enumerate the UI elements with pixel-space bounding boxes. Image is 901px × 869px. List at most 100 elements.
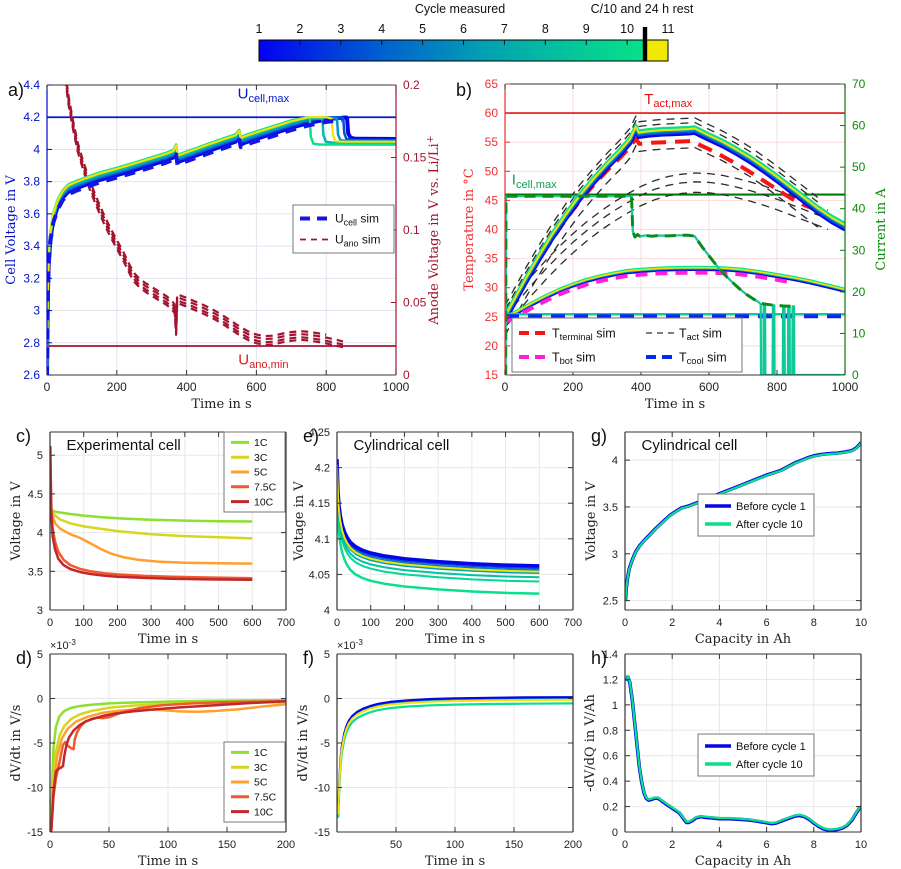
x-tick-label: 0 xyxy=(622,839,628,851)
x-tick-label: 200 xyxy=(395,617,413,629)
plot-area xyxy=(337,696,573,818)
axes-ticks: 0 2 4 6 8 10 0 0.2 0.4 0.6 0.8 1 1.2 1.4 xyxy=(603,649,867,851)
x-tick-label: 10 xyxy=(855,617,867,629)
e-cycle-10 xyxy=(337,486,540,595)
y2-tick-label: 30 xyxy=(852,243,866,257)
legend: Tterminal sim Tact sim Tbot sim Tcool sim xyxy=(511,317,743,373)
y2-tick-label: 60 xyxy=(852,119,866,133)
y-tick-label: 1.4 xyxy=(603,649,618,661)
panel-label-b: b) xyxy=(456,80,473,100)
grid xyxy=(337,654,573,832)
y-tick-label: 4.15 xyxy=(309,498,330,510)
y-tick-label: -10 xyxy=(27,783,43,795)
rate-5c xyxy=(50,486,253,565)
x-tick-label: 500 xyxy=(496,617,514,629)
colorbar: 1 2 3 4 5 6 7 8 9 10 11 Cycle measured C/10 and 24 h… xyxy=(256,2,694,62)
panel-c-title: Experimental cell xyxy=(67,437,181,454)
y2-tick-label: 0.05 xyxy=(403,296,427,310)
x-tick-label: 400 xyxy=(176,617,194,629)
colorbar-tick-label: 10 xyxy=(620,22,634,36)
rate-3c xyxy=(50,499,253,540)
x-tick-label: 700 xyxy=(277,617,295,629)
axes-ticks: 0 100 200 300 400 500 600 700 4 4.05 4.1 4.15 4.2 4.2… xyxy=(309,427,583,629)
y-tick-label: 0.6 xyxy=(603,751,618,763)
y-tick-label: 4 xyxy=(612,455,618,467)
t-bot-sim xyxy=(505,270,795,325)
y-tick-label: 4.4 xyxy=(23,78,40,92)
y-tick-label: 3.2 xyxy=(23,271,40,285)
rate-1c xyxy=(50,507,253,523)
y-tick-label: 0.8 xyxy=(603,725,618,737)
x-tick-label: 1000 xyxy=(832,380,859,394)
x-tick-label: 500 xyxy=(209,617,227,629)
y-tick-label: 2.5 xyxy=(603,596,618,608)
x-tick-label: 200 xyxy=(564,839,582,851)
y-tick-label: 2.6 xyxy=(23,368,40,382)
t-act-sim-1 xyxy=(505,115,819,307)
y-tick-label: 35 xyxy=(485,252,499,266)
legend-label: 7.5C xyxy=(254,481,277,493)
panel-label-a: a) xyxy=(8,80,25,100)
panel-label-e: e) xyxy=(303,426,320,446)
x-axis-label: Time in s xyxy=(191,397,251,412)
t-terminal-sim xyxy=(505,136,829,318)
rest-label: C/10 and 24 h rest xyxy=(591,2,694,16)
dvdt-1c xyxy=(50,698,286,832)
x-axis-label: Time in s xyxy=(138,632,198,647)
y-tick-label: 4.2 xyxy=(23,110,40,124)
colorbar-title: Cycle measured xyxy=(415,2,505,16)
plot-area xyxy=(50,445,253,582)
y-tick-label: 5 xyxy=(37,450,43,462)
y-tick-label: 3 xyxy=(33,304,40,318)
y-tick-label: 15 xyxy=(485,368,499,382)
y-tick-label: -5 xyxy=(320,738,330,750)
y-tick-label: 4.25 xyxy=(309,427,330,439)
panel-h-chart: 0 2 4 6 8 10 0 0.2 0.4 0.6 0.8 1 1.2 1.4 Capacity in A… xyxy=(583,649,867,869)
y-tick-label: 3.5 xyxy=(603,502,618,514)
colorbar-tick-label: 1 xyxy=(256,22,263,36)
y-tick-label: 65 xyxy=(485,77,499,91)
t-act-sim-6 xyxy=(505,191,829,328)
y-axis-label: dV/dt in V/s xyxy=(296,705,311,782)
t-act-sim-5 xyxy=(505,181,829,318)
x-tick-label: 150 xyxy=(218,839,236,851)
y2-tick-label: 70 xyxy=(852,77,866,91)
t-top-cycle-11-rest xyxy=(505,125,845,317)
x-tick-label: 50 xyxy=(390,839,402,851)
x-tick-label: 700 xyxy=(564,617,582,629)
f-cycle-10 xyxy=(337,702,573,818)
x-tick-label: 6 xyxy=(764,839,770,851)
axes-ticks: 0 100 200 300 400 500 600 700 3 3.5 4 4.5 5 xyxy=(28,432,295,629)
x-tick-label: 100 xyxy=(446,839,464,851)
y-tick-label: 4.05 xyxy=(309,569,330,581)
dvdt-5c xyxy=(50,703,286,832)
colorbar-tick-label: 11 xyxy=(662,22,675,36)
legend: Ucell sim Uano sim xyxy=(292,204,395,254)
y-tick-label: 30 xyxy=(485,281,499,295)
x-tick-label: 1000 xyxy=(383,380,410,394)
x-tick-label: 8 xyxy=(811,839,817,851)
x-tick-label: 600 xyxy=(246,380,266,394)
y-tick-label: 2.8 xyxy=(23,336,40,350)
x-tick-label: 0 xyxy=(44,380,51,394)
plot-area xyxy=(625,441,861,602)
panel-label-f: f) xyxy=(303,648,314,668)
t-bot-cycle-11-rest xyxy=(505,266,845,319)
y-axis-label: Cell Voltage in V xyxy=(4,175,19,285)
x-axis-label: Time in s xyxy=(425,632,485,647)
panel-label-c: c) xyxy=(16,426,31,446)
y-tick-label: -15 xyxy=(27,827,43,839)
y-tick-label: -5 xyxy=(33,738,43,750)
u-ano-sim-3 xyxy=(64,85,344,349)
current-sim xyxy=(505,194,795,375)
x-tick-label: 2 xyxy=(669,839,675,851)
y-tick-label: 20 xyxy=(485,339,499,353)
legend-label: 3C xyxy=(254,762,268,774)
y-tick-label: -10 xyxy=(314,783,330,795)
f-cycle-11-rest xyxy=(337,698,573,815)
grid xyxy=(337,432,573,610)
u-cell-sim xyxy=(47,118,343,375)
